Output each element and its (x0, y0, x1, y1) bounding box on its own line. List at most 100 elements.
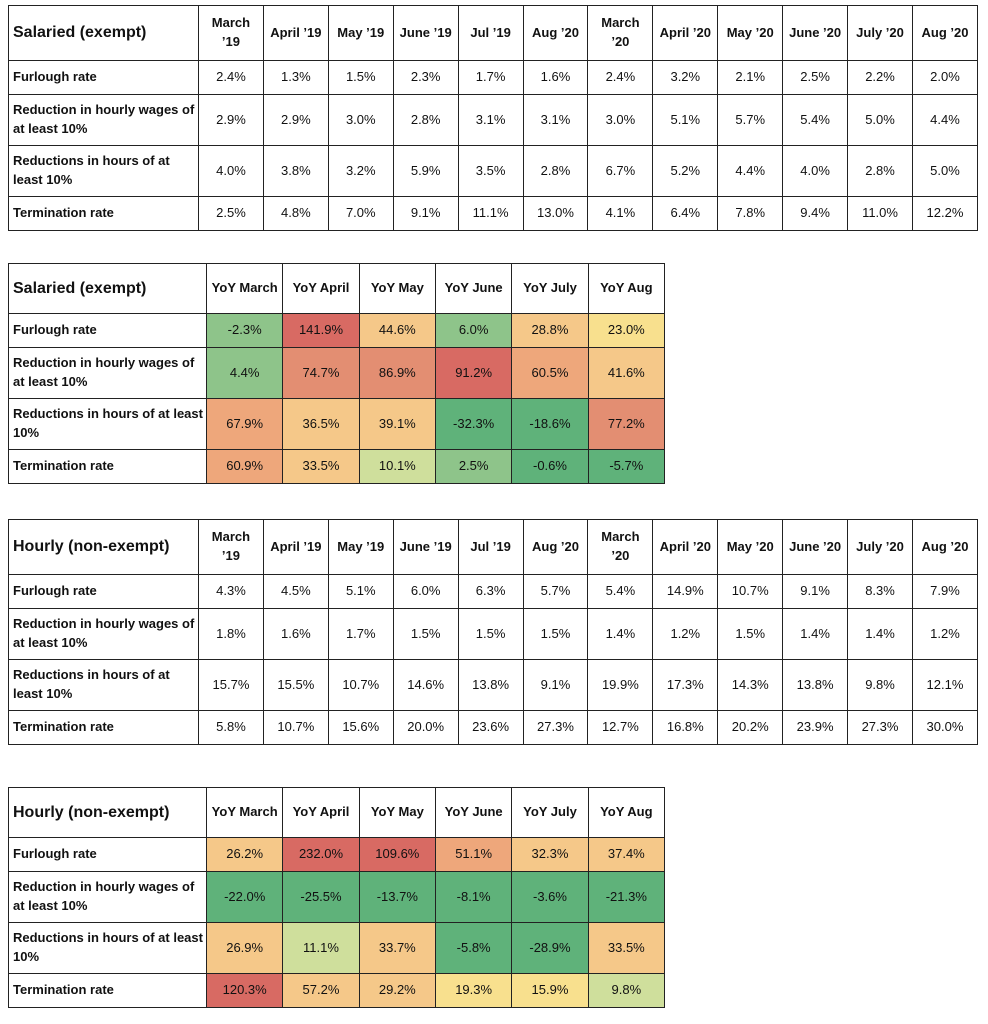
column-header: May ’19 (327, 519, 394, 575)
column-header: March ’19 (198, 5, 264, 61)
table-cell: 15.9% (511, 973, 589, 1008)
table-cell: -32.3% (434, 398, 513, 450)
table-cell: 11.1% (457, 196, 524, 231)
table-cell: 26.2% (205, 837, 284, 872)
table-cell: 1.5% (392, 608, 459, 660)
table-cell: 9.1% (782, 574, 849, 609)
table-cell: 5.1% (327, 574, 394, 609)
column-header: Aug ’20 (522, 5, 589, 61)
table-cell: 26.9% (205, 922, 284, 974)
table-cell: 5.4% (782, 94, 849, 146)
column-header: YoY April (282, 787, 360, 838)
table-cell: 14.3% (717, 659, 784, 711)
table-row: Termination rate 5.8% 10.7% 15.6% 20.0% 23.6%… (8, 710, 979, 745)
table-cell: 3.2% (652, 60, 719, 95)
table-cell: -3.6% (511, 871, 589, 923)
column-header: YoY May (358, 263, 436, 314)
table-cell: -2.3% (205, 313, 284, 348)
column-header: July ’20 (847, 519, 913, 575)
table-cell: 6.0% (392, 574, 459, 609)
column-header: YoY June (434, 787, 513, 838)
table-cell: 9.1% (522, 659, 589, 711)
table-cell: 1.2% (652, 608, 719, 660)
row-label: Reduction in hourly wages of at least 10… (8, 871, 207, 923)
table-cell: 13.8% (782, 659, 849, 711)
column-header: May ’20 (717, 519, 784, 575)
table-cell: 10.7% (327, 659, 394, 711)
table-cell: 7.8% (717, 196, 784, 231)
row-label: Furlough rate (8, 313, 207, 348)
table-row: Furlough rate 26.2% 232.0% 109.6% 51.1% 32.3%… (8, 837, 666, 872)
table-row: Reduction in hourly wages of at least 10… (8, 608, 979, 660)
table-title: Hourly (non-exempt) (8, 787, 207, 838)
table-cell: 6.0% (434, 313, 513, 348)
table-cell: 5.0% (847, 94, 913, 146)
row-label: Reduction in hourly wages of at least 10… (8, 94, 199, 146)
table-cell: 17.3% (652, 659, 719, 711)
row-label: Reductions in hours of at least 10% (8, 145, 199, 197)
table-cell: 232.0% (282, 837, 360, 872)
table-cell: 28.8% (511, 313, 589, 348)
table-cell: 91.2% (434, 347, 513, 399)
column-header: YoY Aug (587, 787, 666, 838)
table-cell: 4.8% (262, 196, 329, 231)
header-row: Hourly (non-exempt) March ’19 April ’19 May… (8, 519, 979, 575)
table-cell: 13.0% (522, 196, 589, 231)
table-cell: 7.0% (327, 196, 394, 231)
table-cell: 41.6% (587, 347, 666, 399)
table-cell: 2.0% (911, 60, 979, 95)
table-row: Reductions in hours of at least 10% 4.0% 3… (8, 145, 979, 197)
table-cell: 2.9% (262, 94, 329, 146)
table-cell: 30.0% (911, 710, 979, 745)
table-cell: 9.8% (847, 659, 913, 711)
table-cell: 19.3% (434, 973, 513, 1008)
hourly-yoy-table: Hourly (non-exempt) YoY March YoY April YoY… (8, 787, 666, 1008)
table-cell: -18.6% (511, 398, 589, 450)
hourly-monthly-table: Hourly (non-exempt) March ’19 April ’19 May… (8, 519, 979, 745)
column-header: June ’19 (392, 5, 459, 61)
column-header: YoY March (205, 263, 284, 314)
table-cell: -22.0% (205, 871, 284, 923)
table-cell: 32.3% (511, 837, 589, 872)
table-cell: 44.6% (358, 313, 436, 348)
table-cell: -21.3% (587, 871, 666, 923)
table-cell: 7.9% (911, 574, 979, 609)
column-header: April ’20 (652, 5, 719, 61)
table-cell: 33.7% (358, 922, 436, 974)
table-cell: 3.0% (587, 94, 654, 146)
table-cell: 86.9% (358, 347, 436, 399)
table-cell: -5.8% (434, 922, 513, 974)
table-cell: 14.9% (652, 574, 719, 609)
table-cell: 13.8% (457, 659, 524, 711)
table-cell: 12.7% (587, 710, 654, 745)
header-row: Hourly (non-exempt) YoY March YoY April YoY… (8, 787, 666, 838)
table-cell: 9.4% (782, 196, 849, 231)
table-cell: 12.2% (911, 196, 979, 231)
row-label: Furlough rate (8, 837, 207, 872)
row-label: Reductions in hours of at least 10% (8, 922, 207, 974)
table-cell: 10.7% (262, 710, 329, 745)
row-label: Termination rate (8, 449, 207, 484)
table-cell: 36.5% (282, 398, 360, 450)
table-row: Reductions in hours of at least 10% 15.7%… (8, 659, 979, 711)
header-row: Salaried (exempt) YoY March YoY April YoY M… (8, 263, 666, 314)
table-cell: 5.1% (652, 94, 719, 146)
header-row: Salaried (exempt) March ’19 April ’19 May ’… (8, 5, 979, 61)
table-cell: 3.2% (327, 145, 394, 197)
table-cell: 1.6% (262, 608, 329, 660)
table-cell: -25.5% (282, 871, 360, 923)
table-cell: 1.3% (262, 60, 329, 95)
salaried-monthly-table: Salaried (exempt) March ’19 April ’19 May ’… (8, 5, 979, 231)
column-header: Jul ’19 (457, 5, 524, 61)
table-cell: 1.5% (327, 60, 394, 95)
table-cell: 1.8% (198, 608, 264, 660)
table-cell: 60.5% (511, 347, 589, 399)
salaried-yoy-table: Salaried (exempt) YoY March YoY April YoY M… (8, 263, 666, 484)
column-header: YoY June (434, 263, 513, 314)
table-cell: -13.7% (358, 871, 436, 923)
table-title: Salaried (exempt) (8, 5, 199, 61)
table-cell: 1.5% (457, 608, 524, 660)
table-cell: 2.8% (522, 145, 589, 197)
table-row: Reduction in hourly wages of at least 10… (8, 94, 979, 146)
table-cell: 3.5% (457, 145, 524, 197)
